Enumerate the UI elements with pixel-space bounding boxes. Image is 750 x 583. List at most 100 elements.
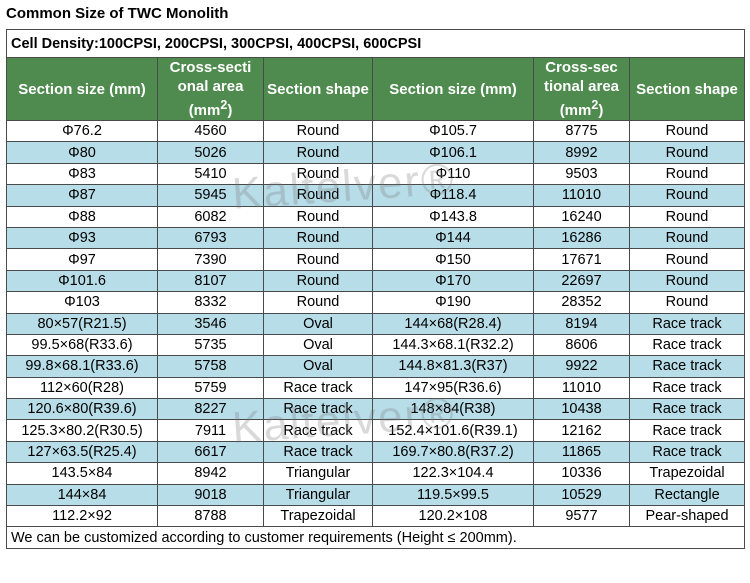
header-area-close: ) bbox=[227, 102, 233, 119]
cell-size-left: Φ76.2 bbox=[6, 119, 158, 143]
cell-size-right: Φ170 bbox=[372, 269, 534, 293]
cell-size-right: 169.7×80.8(R37.2) bbox=[372, 440, 534, 464]
header-area2-sup: 2 bbox=[591, 98, 599, 112]
cell-shape-right: Round bbox=[628, 119, 746, 143]
cell-area-left: 4560 bbox=[157, 119, 264, 143]
cell-shape-left: Race track bbox=[263, 440, 373, 464]
table-row: Φ87 5945 Round Φ118.4 11010 Round bbox=[6, 184, 746, 207]
cell-area-left: 8227 bbox=[157, 398, 264, 421]
header-area2-unit: (mm bbox=[559, 102, 592, 119]
cell-shape-right: Trapezoidal bbox=[628, 462, 746, 485]
header-area2-line2: tional area bbox=[543, 78, 620, 95]
header-area-sup: 2 bbox=[220, 98, 228, 112]
cell-shape-right: Round bbox=[628, 269, 746, 293]
table-row: Φ101.6 8107 Round Φ170 22697 Round bbox=[6, 269, 746, 293]
cell-size-left: 112.2×92 bbox=[6, 505, 158, 528]
cell-area-right: 22697 bbox=[533, 269, 630, 293]
cell-shape-right: Race track bbox=[628, 333, 746, 357]
cell-size-left: 143.5×84 bbox=[6, 462, 158, 485]
cell-shape-right: Round bbox=[628, 226, 746, 250]
cell-shape-left: Round bbox=[263, 119, 373, 143]
cell-shape-right: Round bbox=[628, 205, 746, 228]
cell-shape-left: Triangular bbox=[263, 483, 373, 507]
cell-size-left: 99.8×68.1(R33.6) bbox=[6, 355, 158, 378]
cell-area-left: 3546 bbox=[157, 312, 264, 335]
cell-area-left: 5945 bbox=[157, 184, 264, 207]
cell-area-left: 9018 bbox=[157, 483, 264, 507]
page-title: Common Size of TWC Monolith bbox=[6, 5, 229, 22]
cell-area-left: 5026 bbox=[157, 141, 264, 164]
cell-area-right: 17671 bbox=[533, 248, 630, 271]
cell-size-left: Φ97 bbox=[6, 248, 158, 271]
cell-area-left: 5759 bbox=[157, 376, 264, 400]
cell-area-right: 8992 bbox=[533, 141, 630, 164]
header-section-size-left: Section size (mm) bbox=[6, 57, 158, 121]
cell-size-left: 144×84 bbox=[6, 483, 158, 507]
cell-shape-left: Oval bbox=[263, 355, 373, 378]
cell-size-left: Φ88 bbox=[6, 205, 158, 228]
table-row: 99.5×68(R33.6) 5735 Oval 144.3×68.1(R32.2) 8… bbox=[6, 333, 746, 357]
cell-area-right: 16240 bbox=[533, 205, 630, 228]
cell-size-left: 80×57(R21.5) bbox=[6, 312, 158, 335]
cell-area-right: 9922 bbox=[533, 355, 630, 378]
cell-size-left: Φ80 bbox=[6, 141, 158, 164]
cell-size-right: 144×68(R28.4) bbox=[372, 312, 534, 335]
cell-size-left: 112×60(R28) bbox=[6, 376, 158, 400]
cell-area-right: 11010 bbox=[533, 376, 630, 400]
cell-area-left: 8332 bbox=[157, 291, 264, 314]
cell-size-right: Φ143.8 bbox=[372, 205, 534, 228]
cell-size-right: 122.3×104.4 bbox=[372, 462, 534, 485]
cell-shape-left: Race track bbox=[263, 398, 373, 421]
cell-size-right: 120.2×108 bbox=[372, 505, 534, 528]
table-row: 112.2×92 8788 Trapezoidal 120.2×108 9577 Pear… bbox=[6, 505, 746, 528]
monolith-size-table: Cell Density:100CPSI, 200CPSI, 300CPSI, … bbox=[5, 29, 746, 549]
cell-area-right: 28352 bbox=[533, 291, 630, 314]
cell-shape-right: Pear-shaped bbox=[628, 505, 746, 528]
cell-size-right: 152.4×101.6(R39.1) bbox=[372, 419, 534, 442]
cell-area-left: 5758 bbox=[157, 355, 264, 378]
cell-area-left: 5735 bbox=[157, 333, 264, 357]
cell-area-right: 8606 bbox=[533, 333, 630, 357]
cell-area-right: 8194 bbox=[533, 312, 630, 335]
cell-size-right: 119.5×99.5 bbox=[372, 483, 534, 507]
cell-size-left: 120.6×80(R39.6) bbox=[6, 398, 158, 421]
cell-size-right: Φ150 bbox=[372, 248, 534, 271]
cell-area-right: 11010 bbox=[533, 184, 630, 207]
cell-shape-right: Round bbox=[628, 162, 746, 186]
cell-area-right: 9503 bbox=[533, 162, 630, 186]
header-area-unit: (mm bbox=[188, 102, 221, 119]
cell-size-left: Φ103 bbox=[6, 291, 158, 314]
cell-shape-right: Race track bbox=[628, 312, 746, 335]
table-row: Φ76.2 4560 Round Φ105.7 8775 Round bbox=[6, 119, 746, 143]
header-area-right: Cross-sec tional area (mm2) bbox=[533, 57, 630, 121]
header-section-shape-right: Section shape bbox=[628, 57, 746, 121]
cell-area-right: 10529 bbox=[533, 483, 630, 507]
cell-area-right: 16286 bbox=[533, 226, 630, 250]
table-row: Φ83 5410 Round Φ110 9503 Round bbox=[6, 162, 746, 186]
table-row: Φ88 6082 Round Φ143.8 16240 Round bbox=[6, 205, 746, 228]
cell-shape-right: Round bbox=[628, 291, 746, 314]
cell-size-left: 99.5×68(R33.6) bbox=[6, 333, 158, 357]
cell-shape-right: Rectangle bbox=[628, 483, 746, 507]
cell-size-left: Φ83 bbox=[6, 162, 158, 186]
cell-area-right: 9577 bbox=[533, 505, 630, 528]
cell-shape-left: Round bbox=[263, 248, 373, 271]
cell-size-right: 148×84(R38) bbox=[372, 398, 534, 421]
cell-area-left: 6082 bbox=[157, 205, 264, 228]
cell-size-left: Φ87 bbox=[6, 184, 158, 207]
cell-area-left: 8942 bbox=[157, 462, 264, 485]
cell-area-right: 11865 bbox=[533, 440, 630, 464]
table-row: 144×84 9018 Triangular 119.5×99.5 10529 Recta… bbox=[6, 483, 746, 507]
table-row: Φ103 8332 Round Φ190 28352 Round bbox=[6, 291, 746, 314]
cell-shape-right: Round bbox=[628, 184, 746, 207]
cell-size-right: Φ106.1 bbox=[372, 141, 534, 164]
cell-size-right: Φ118.4 bbox=[372, 184, 534, 207]
cell-shape-left: Round bbox=[263, 141, 373, 164]
cell-shape-right: Race track bbox=[628, 419, 746, 442]
table-row: 125.3×80.2(R30.5) 7911 Race track 152.4×101… bbox=[6, 419, 746, 442]
cell-shape-right: Round bbox=[628, 248, 746, 271]
header-area-left: Cross-secti onal area (mm2) bbox=[157, 57, 264, 121]
cell-shape-left: Trapezoidal bbox=[263, 505, 373, 528]
footer-note: We can be customized according to custom… bbox=[5, 526, 746, 549]
cell-area-right: 10438 bbox=[533, 398, 630, 421]
